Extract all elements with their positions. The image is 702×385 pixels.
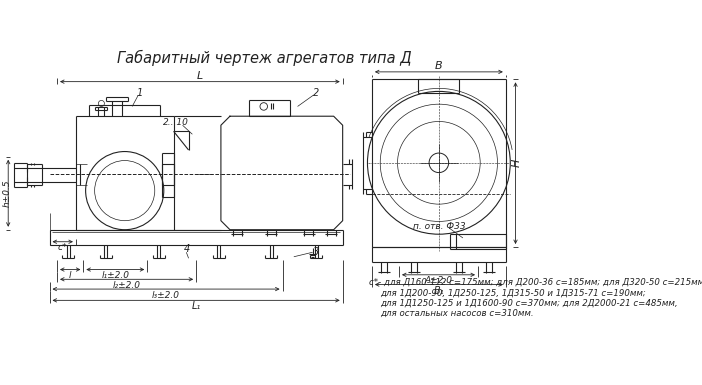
Text: 2: 2 xyxy=(313,88,319,98)
Text: Габаритный чертеж агрегатов типа Д: Габаритный чертеж агрегатов типа Д xyxy=(117,50,412,66)
Text: 2...10: 2...10 xyxy=(163,119,189,127)
Text: для остальных насосов с=310мм.: для остальных насосов с=310мм. xyxy=(380,310,534,318)
Text: l₃±2.0: l₃±2.0 xyxy=(152,291,180,300)
Text: L₁: L₁ xyxy=(192,301,201,311)
Text: l: l xyxy=(69,271,72,280)
Text: для 1Д200-90, 1Д250-125, 1Д315-50 и 1Д315-71 с=190мм;: для 1Д200-90, 1Д250-125, 1Д315-50 и 1Д31… xyxy=(380,288,646,297)
Text: l₁±2.0: l₁±2.0 xyxy=(101,271,129,280)
Text: H: H xyxy=(511,159,522,167)
Text: B: B xyxy=(435,61,443,71)
Text: с*- для Д160-112 с=175мм; для Д200-36 с=185мм; для Д320-50 с=215мм;: с*- для Д160-112 с=175мм; для Д200-36 с=… xyxy=(369,278,702,287)
Text: B₁: B₁ xyxy=(434,286,444,296)
Text: п. отв. Ф33: п. отв. Ф33 xyxy=(413,222,465,231)
Text: L: L xyxy=(197,70,203,80)
Text: 3: 3 xyxy=(313,247,319,257)
Text: h±0.5: h±0.5 xyxy=(3,179,12,207)
Text: l₂±2.0: l₂±2.0 xyxy=(112,281,140,290)
Text: A±2.0: A±2.0 xyxy=(425,276,453,285)
Text: c*: c* xyxy=(58,243,67,252)
Text: 1: 1 xyxy=(137,88,143,98)
Text: 4: 4 xyxy=(184,244,190,254)
Text: для 1Д1250-125 и 1Д1600-90 с=370мм; для 2Д2000-21 с=485мм,: для 1Д1250-125 и 1Д1600-90 с=370мм; для … xyxy=(380,299,678,308)
